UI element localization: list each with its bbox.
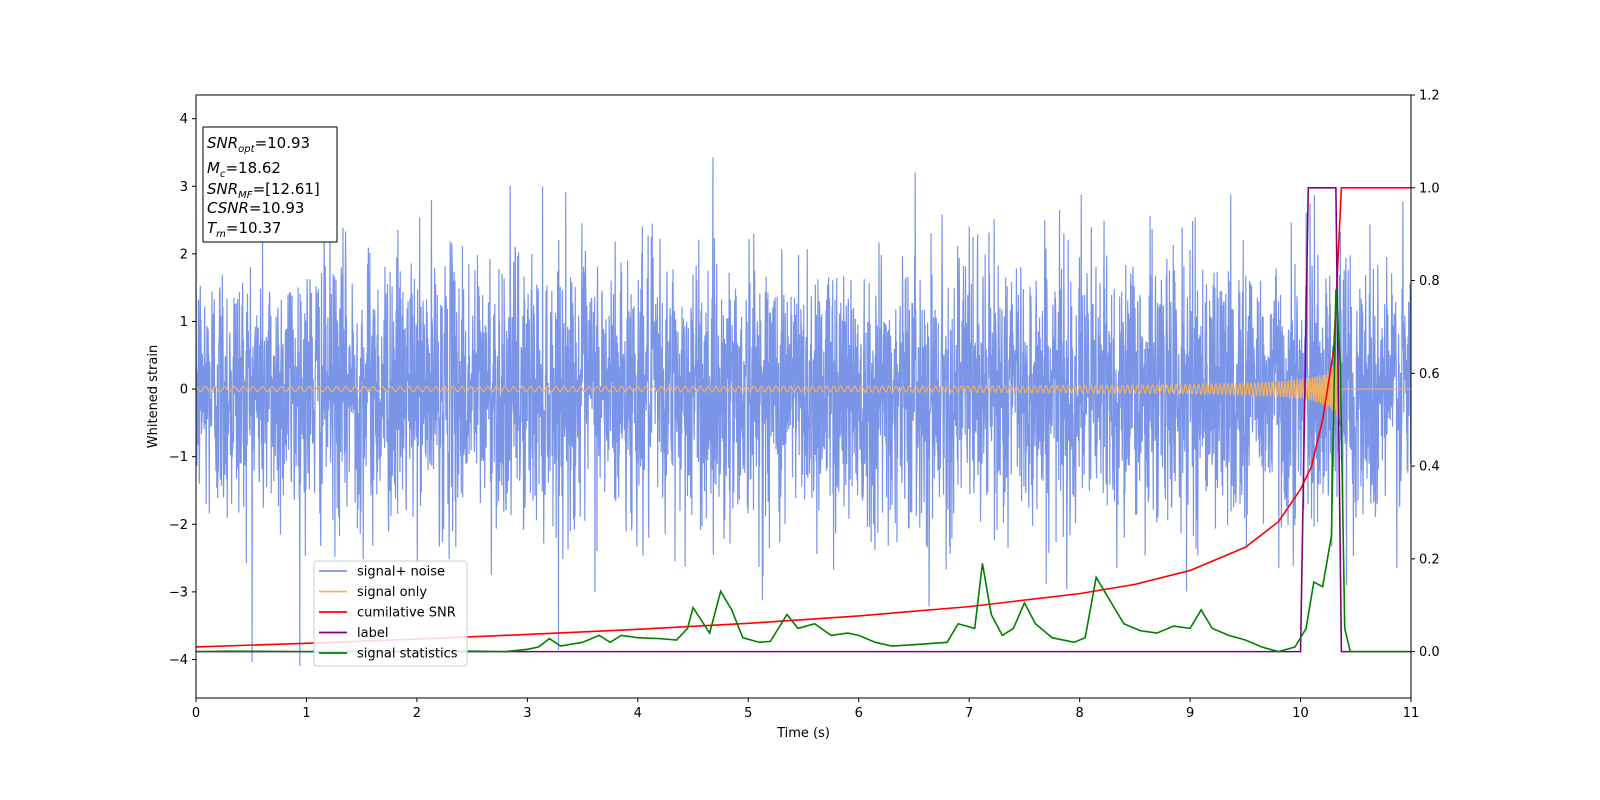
- info-box-line: CSNR=10.93: [207, 199, 304, 217]
- y-right-tick-label: 0.8: [1419, 274, 1440, 289]
- info-box: SNRopt=10.93Mc=18.62SNRMF=[12.61]CSNR=10…: [202, 126, 338, 243]
- axis-ticks: 0 1 2 3 4 5 6 7 8 9 10 11 −4 −3 −2 −1 0 1 2 3 4 0.0 0.2 0.4 0.6 0…: [169, 89, 1440, 722]
- x-tick-label: 2: [413, 706, 421, 721]
- y-right-tick-label: 1.0: [1419, 181, 1440, 196]
- y-left-tick-label: −2: [169, 518, 188, 533]
- x-tick-label: 7: [965, 706, 973, 721]
- info-box-frame: [202, 126, 338, 243]
- legend-label: signal only: [357, 585, 427, 600]
- legend-label: signal+ noise: [357, 565, 445, 580]
- y-left-tick-label: 2: [180, 247, 188, 262]
- y-left-tick-label: −1: [169, 450, 188, 465]
- legend-label: cumilative SNR: [357, 606, 456, 621]
- info-subscript: MF: [238, 190, 253, 201]
- legend-frame: [313, 560, 468, 667]
- x-axis-title: Time (s): [776, 726, 830, 741]
- series-cumulative-snr-line: [196, 186, 1411, 648]
- axes-frame: [195, 94, 1412, 699]
- y-right-tick-label: 0.6: [1419, 367, 1440, 382]
- y-right-tick-label: 1.2: [1419, 89, 1440, 104]
- x-tick-label: 6: [855, 706, 863, 721]
- y-right-tick-label: 0.0: [1419, 645, 1440, 660]
- info-value: =10.93: [249, 199, 305, 217]
- x-tick-label: 3: [523, 706, 531, 721]
- y-left-tick-label: 0: [180, 383, 188, 398]
- x-tick-label: 8: [1075, 706, 1083, 721]
- info-symbol: SNR: [207, 180, 238, 198]
- series-signal-statistics-line: [196, 289, 1411, 653]
- legend-label: signal statistics: [357, 647, 458, 662]
- y-left-tick-label: 4: [180, 112, 188, 127]
- x-tick-label: 1: [302, 706, 310, 721]
- info-value: =10.93: [255, 134, 311, 152]
- series-signal-only-line: [196, 351, 1411, 421]
- x-tick-label: 11: [1403, 706, 1420, 721]
- y-axis-title: Whitened strain: [146, 345, 161, 448]
- info-subscript: opt: [238, 144, 255, 155]
- info-symbol: T: [207, 219, 218, 237]
- x-tick-label: 9: [1186, 706, 1194, 721]
- x-tick-label: 5: [744, 706, 752, 721]
- y-left-tick-label: 3: [180, 180, 188, 195]
- x-tick-label: 4: [634, 706, 642, 721]
- info-subscript: c: [220, 169, 226, 180]
- info-box-line: Tm=10.37: [207, 219, 281, 240]
- info-symbol: M: [207, 159, 220, 177]
- info-box-line: SNRMF=[12.61]: [207, 180, 320, 201]
- info-value: =10.37: [226, 219, 282, 237]
- info-symbol: CSNR: [207, 199, 249, 217]
- x-tick-label: 10: [1292, 706, 1309, 721]
- y-left-tick-label: −4: [169, 653, 188, 668]
- info-value: =[12.61]: [253, 180, 320, 198]
- legend: signal+ noise signal only cumilative SNR la…: [313, 560, 468, 667]
- info-subscript: m: [216, 229, 226, 240]
- y-right-tick-label: 0.4: [1419, 460, 1440, 475]
- info-value: =18.62: [225, 159, 281, 177]
- info-symbol: SNR: [207, 134, 238, 152]
- legend-label: label: [357, 626, 388, 641]
- info-box-line: SNRopt=10.93: [207, 134, 310, 155]
- y-left-tick-label: 1: [180, 315, 188, 330]
- y-right-tick-label: 0.2: [1419, 552, 1440, 567]
- info-box-line: Mc=18.62: [207, 159, 281, 180]
- x-tick-label: 0: [192, 706, 200, 721]
- y-left-tick-label: −3: [169, 585, 188, 600]
- plot-area: [196, 157, 1411, 667]
